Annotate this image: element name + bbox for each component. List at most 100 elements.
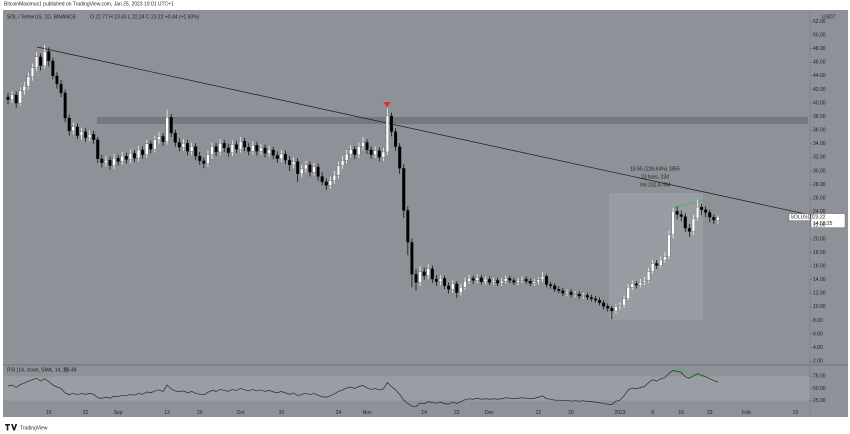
x-tick-label: 16 — [678, 410, 684, 416]
candle-body — [75, 126, 79, 136]
candle-body — [222, 143, 226, 149]
candle-body — [598, 299, 602, 303]
candle-body — [459, 287, 463, 293]
y-tick-label: 28.00 — [813, 182, 826, 188]
candle-body — [394, 131, 398, 147]
y-tick-label: 12.00 — [813, 291, 826, 297]
candle-body — [137, 149, 141, 159]
candle-body — [430, 268, 434, 280]
x-tick-label: 10 — [279, 410, 285, 416]
candle-body — [202, 160, 206, 164]
y-tick-label: 6.00 — [813, 331, 823, 337]
candle-body — [96, 139, 100, 159]
candle-body — [614, 306, 618, 312]
resistance-zone — [97, 117, 808, 124]
y-tick-label: 25.00 — [813, 398, 826, 404]
candle-body — [88, 134, 92, 138]
x-tick-label: Feb — [742, 410, 751, 416]
candle-body — [308, 164, 312, 173]
candle-body — [120, 155, 124, 162]
y-tick-label: 14.00 — [813, 277, 826, 283]
candle-body — [198, 155, 202, 161]
candle-body — [504, 278, 508, 282]
candle-body — [606, 306, 610, 309]
candle-body — [667, 234, 671, 257]
candle-body — [194, 146, 198, 157]
y-tick-label: 52.00 — [813, 19, 826, 25]
candle-body — [528, 280, 532, 284]
candle-body — [190, 146, 194, 152]
candle-body — [14, 94, 18, 104]
candle-body — [487, 278, 491, 283]
candle-body — [389, 115, 394, 132]
candle-body — [112, 157, 116, 166]
candle-body — [536, 279, 540, 282]
rsi-title: RSI (14, close, SMA, 14, 2) — [7, 367, 68, 373]
candle-body — [695, 206, 700, 219]
candle-body — [438, 278, 443, 282]
candle-body — [292, 161, 296, 166]
y-tick-label: 22.00 — [813, 223, 826, 229]
candle-body — [267, 149, 271, 154]
x-tick-label: 14 — [421, 410, 427, 416]
candle-body — [63, 92, 67, 119]
x-tick-label: 20 — [568, 410, 574, 416]
candle-body — [557, 289, 561, 291]
candle-body — [283, 153, 287, 161]
candle-body — [79, 131, 83, 136]
candle-body — [704, 209, 708, 213]
y-tick-label: 4.00 — [813, 345, 823, 351]
y-tick-label: 42.00 — [813, 87, 826, 93]
candle-body — [230, 144, 234, 153]
candle-body — [516, 280, 520, 283]
x-tick-label: 9 — [651, 410, 654, 416]
candle-body — [585, 295, 589, 298]
candle-body — [540, 276, 545, 280]
candle-body — [218, 143, 222, 153]
candle-body — [553, 285, 557, 290]
range-annotation: 23 bars, 23d — [641, 174, 669, 180]
candle-body — [634, 283, 638, 286]
marks — [6, 44, 846, 407]
y-tick-label: 20.00 — [813, 236, 826, 242]
candle-body — [647, 271, 651, 281]
candle-body — [141, 149, 145, 155]
candle-body — [128, 153, 132, 160]
candle-body — [22, 85, 26, 91]
rsi-line — [7, 370, 719, 407]
y-tick-label: 10.00 — [813, 304, 826, 310]
candle-body — [520, 278, 524, 281]
candle-body — [651, 263, 655, 272]
candle-body — [369, 149, 373, 155]
x-tick-label: 12 — [164, 410, 170, 416]
y-tick-label: 50.00 — [813, 32, 826, 38]
candle-body — [496, 280, 500, 284]
x-tick-label: Dec — [485, 410, 494, 416]
candle-body — [467, 278, 471, 282]
candle-body — [602, 302, 606, 307]
candle-body — [373, 150, 377, 155]
candle-body — [177, 142, 181, 148]
y-tick-label: 26.00 — [813, 196, 826, 202]
x-tick-label: 23 — [707, 410, 713, 416]
divergence-line — [672, 198, 708, 209]
candle-body — [593, 298, 598, 301]
rsi-band — [3, 376, 810, 401]
candle-body — [451, 283, 455, 290]
candle-body — [377, 150, 381, 158]
candle-body — [479, 277, 483, 282]
y-tick-label: 24.00 — [813, 209, 826, 215]
candle-body — [116, 157, 120, 162]
candle-body — [312, 166, 316, 173]
x-tick-label: Nov — [363, 410, 372, 416]
candle-body — [569, 291, 573, 295]
candle-body — [655, 263, 659, 266]
countdown: 14:58:25 — [813, 221, 833, 227]
x-tick-label: 22 — [454, 410, 460, 416]
candle-body — [708, 212, 712, 218]
y-tick-label: 46.00 — [813, 60, 826, 66]
candle-body — [455, 283, 459, 293]
candle-body — [210, 146, 214, 155]
candle-body — [447, 285, 451, 290]
x-tick-label: Oct — [237, 410, 245, 416]
